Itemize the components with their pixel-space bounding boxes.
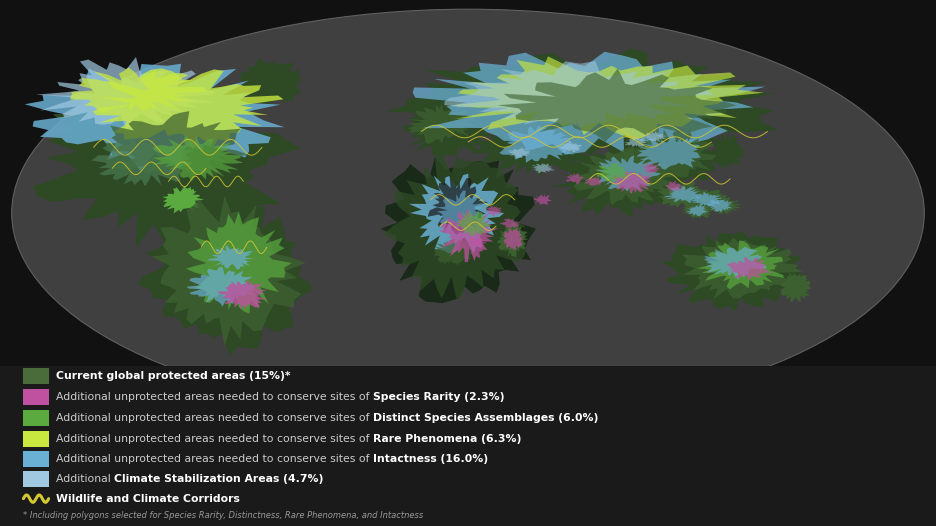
Polygon shape (686, 205, 709, 216)
Polygon shape (91, 135, 194, 186)
Polygon shape (574, 147, 673, 205)
Text: Additional: Additional (56, 473, 114, 484)
Text: Additional unprotected areas needed to conserve sites of: Additional unprotected areas needed to c… (56, 453, 373, 464)
Polygon shape (499, 126, 578, 163)
Polygon shape (103, 111, 248, 178)
Polygon shape (662, 231, 808, 311)
Polygon shape (610, 170, 652, 194)
Polygon shape (643, 132, 667, 143)
Polygon shape (600, 129, 720, 193)
Polygon shape (468, 237, 488, 247)
Polygon shape (439, 208, 498, 262)
Polygon shape (636, 134, 701, 170)
FancyBboxPatch shape (23, 471, 49, 487)
Polygon shape (409, 174, 505, 254)
Polygon shape (551, 140, 682, 217)
Polygon shape (500, 218, 520, 228)
Polygon shape (162, 186, 204, 214)
Polygon shape (451, 56, 764, 140)
Text: * Including polygons selected for Species Rarity, Distinctness, Rare Phenomena, : * Including polygons selected for Specie… (23, 511, 424, 520)
Text: Climate Stabilization Areas (4.7%): Climate Stabilization Areas (4.7%) (114, 473, 324, 484)
Polygon shape (217, 279, 269, 310)
Polygon shape (456, 210, 490, 237)
Bar (0, 366, 936, 526)
Polygon shape (559, 141, 582, 153)
Polygon shape (682, 238, 802, 299)
Text: Wildlife and Climate Corridors: Wildlife and Climate Corridors (56, 493, 240, 504)
Polygon shape (680, 201, 715, 219)
Polygon shape (138, 196, 312, 355)
Polygon shape (239, 59, 301, 104)
Text: Distinct Species Assemblages (6.0%): Distinct Species Assemblages (6.0%) (373, 413, 598, 423)
Polygon shape (531, 163, 555, 173)
Polygon shape (153, 136, 243, 181)
Polygon shape (706, 199, 733, 212)
Polygon shape (656, 182, 713, 208)
FancyBboxPatch shape (23, 451, 49, 467)
Polygon shape (504, 228, 522, 250)
Polygon shape (70, 67, 206, 113)
Polygon shape (781, 272, 812, 302)
Polygon shape (700, 195, 742, 215)
Polygon shape (33, 72, 300, 248)
Polygon shape (594, 155, 661, 191)
Polygon shape (682, 189, 732, 212)
Polygon shape (185, 211, 292, 313)
Polygon shape (727, 257, 772, 281)
Polygon shape (186, 267, 255, 307)
Polygon shape (507, 147, 531, 158)
Polygon shape (380, 157, 536, 303)
Text: Additional unprotected areas needed to conserve sites of: Additional unprotected areas needed to c… (56, 413, 373, 423)
Polygon shape (93, 68, 284, 149)
Polygon shape (623, 137, 648, 147)
Text: Intactness (16.0%): Intactness (16.0%) (373, 453, 489, 464)
Polygon shape (152, 196, 306, 346)
Polygon shape (37, 57, 216, 130)
Polygon shape (24, 64, 285, 171)
Polygon shape (436, 190, 484, 231)
Polygon shape (497, 68, 737, 141)
Polygon shape (534, 195, 553, 205)
Polygon shape (208, 246, 254, 270)
Text: Additional unprotected areas needed to conserve sites of: Additional unprotected areas needed to c… (56, 392, 373, 402)
Polygon shape (468, 120, 593, 177)
Polygon shape (433, 238, 475, 265)
Text: Additional unprotected areas needed to conserve sites of: Additional unprotected areas needed to c… (56, 433, 373, 444)
Polygon shape (620, 129, 717, 180)
FancyBboxPatch shape (23, 410, 49, 426)
Polygon shape (691, 193, 723, 207)
Polygon shape (584, 177, 604, 187)
Text: Current global protected areas (15%)*: Current global protected areas (15%)* (56, 371, 291, 381)
FancyBboxPatch shape (23, 368, 49, 384)
FancyBboxPatch shape (23, 389, 49, 405)
Polygon shape (665, 186, 702, 203)
Polygon shape (595, 163, 629, 182)
Polygon shape (704, 247, 767, 280)
Polygon shape (497, 222, 528, 257)
Polygon shape (384, 155, 527, 300)
Text: Species Rarity (2.3%): Species Rarity (2.3%) (373, 392, 505, 402)
Polygon shape (428, 174, 489, 235)
Polygon shape (403, 102, 493, 157)
Polygon shape (485, 206, 503, 216)
Polygon shape (413, 52, 766, 155)
Polygon shape (386, 48, 777, 160)
Polygon shape (712, 134, 746, 169)
FancyBboxPatch shape (23, 431, 49, 447)
Polygon shape (696, 240, 783, 289)
Polygon shape (408, 105, 476, 144)
Polygon shape (445, 61, 715, 127)
Polygon shape (664, 181, 683, 192)
Polygon shape (565, 174, 585, 185)
Ellipse shape (11, 9, 925, 417)
Text: Rare Phenomena (6.3%): Rare Phenomena (6.3%) (373, 433, 521, 444)
Polygon shape (641, 163, 660, 174)
